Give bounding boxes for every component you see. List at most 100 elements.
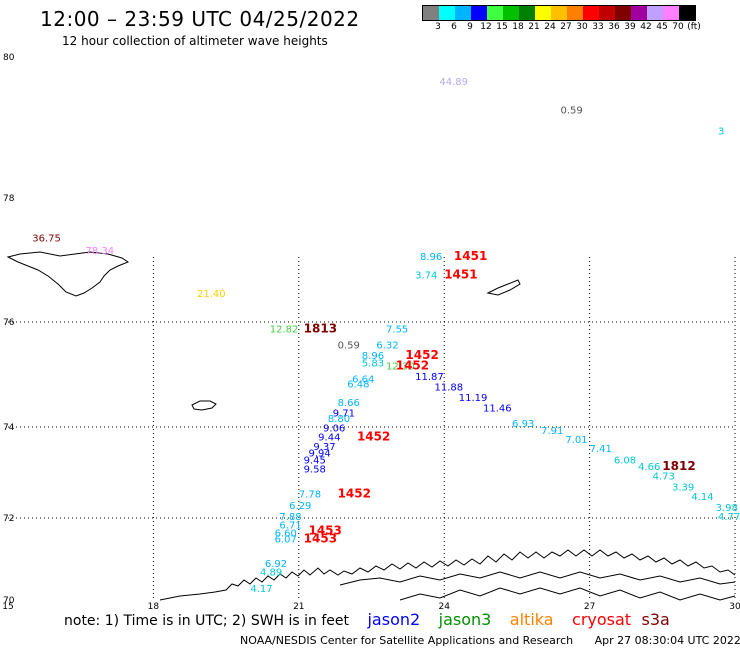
- lat-lon-grid: 15 18 21 24 27 30 80 78 76 74 72 70: [2, 53, 740, 612]
- satellite-cryosat: cryosat: [572, 610, 632, 629]
- color-scale-legend: [422, 5, 696, 21]
- wave-height-label: 1452: [396, 358, 429, 372]
- wave-height-label: 9.06: [323, 424, 345, 435]
- legend-label: (ft): [687, 22, 701, 32]
- wave-height-label: 8.96: [362, 351, 384, 362]
- wave-height-label: 1453: [304, 532, 337, 546]
- lat-label: 74: [3, 423, 15, 433]
- wave-height-label: 6.60: [275, 528, 297, 539]
- lon-label: 27: [584, 602, 595, 612]
- note-row: note: 1) Time is in UTC; 2) SWH is in fe…: [64, 610, 670, 629]
- wave-height-label: 36.75: [32, 233, 61, 244]
- wave-height-label: 4.77: [718, 512, 740, 523]
- legend-swatch: [679, 6, 695, 20]
- wave-height-label: 1452: [405, 348, 438, 362]
- wave-height-label: 6.07: [275, 535, 297, 546]
- norway-coast: [159, 549, 736, 601]
- wave-height-label: 1812: [662, 459, 695, 473]
- wave-height-label: 4.73: [653, 471, 675, 482]
- wave-height-label: 11.19: [459, 393, 488, 404]
- wave-height-label: 12.30: [386, 361, 415, 372]
- lon-label: 30: [729, 602, 740, 612]
- legend-swatch: [471, 6, 487, 20]
- wave-height-label: 4.66: [638, 462, 660, 473]
- wave-height-label: 1813: [304, 322, 337, 336]
- wave-height-label: 9.45: [304, 455, 326, 466]
- wave-height-label: 6.92: [265, 559, 287, 570]
- wave-height-label: 3.39: [672, 483, 694, 494]
- wave-height-label: 6.08: [614, 455, 636, 466]
- map-title: 12:00 – 23:59 UTC 04/25/2022: [40, 7, 360, 31]
- satellite-s3a: s3a: [641, 610, 670, 629]
- wave-height-label: 11.87: [415, 372, 444, 383]
- satellite-jason2: jason2: [367, 610, 421, 629]
- wave-height-label: 8.80: [328, 414, 350, 425]
- legend-label: 30: [576, 22, 588, 32]
- lon-label: 15: [2, 602, 13, 612]
- legend-label: 36: [608, 22, 620, 32]
- wave-height-label: 1452: [357, 430, 390, 444]
- legend-label: 27: [560, 22, 572, 32]
- lat-label: 72: [3, 514, 14, 524]
- wave-height-label: 11.46: [483, 403, 512, 414]
- legend-swatch: [631, 6, 647, 20]
- norway-coast-3: [399, 587, 736, 601]
- legend-swatch: [599, 6, 615, 20]
- wave-height-label: 1453: [308, 523, 341, 537]
- lat-label: 76: [3, 318, 15, 328]
- legend-swatch: [519, 6, 535, 20]
- lat-label: 78: [3, 194, 15, 204]
- wave-height-label: 9.44: [318, 433, 340, 444]
- legend-label: 12: [480, 22, 492, 32]
- wave-height-label: 6.64: [352, 374, 374, 385]
- legend-swatch: [535, 6, 551, 20]
- wave-height-label: 78.34: [86, 246, 115, 257]
- wave-height-label: 5.83: [362, 359, 384, 370]
- kong-karls-land: [486, 279, 521, 296]
- wave-height-label: 6.93: [512, 419, 534, 430]
- wave-height-label: 0.59: [561, 105, 583, 116]
- wave-height-label: 3: [718, 127, 724, 138]
- lon-label: 24: [438, 602, 450, 612]
- wave-height-label: 7.01: [565, 435, 587, 446]
- wave-height-label: 21.40: [197, 289, 226, 300]
- legend-swatch: [487, 6, 503, 20]
- lat-label: 80: [3, 53, 15, 63]
- wave-height-label: 7.78: [299, 490, 321, 501]
- wave-height-label: 11.88: [435, 382, 464, 393]
- wave-height-label: 4.14: [691, 492, 713, 503]
- bear-island: [191, 400, 217, 411]
- wave-height-label: 3.98: [716, 503, 738, 514]
- wave-height-label: 9.94: [308, 449, 330, 460]
- legend-swatch: [567, 6, 583, 20]
- wave-height-label: 12.82: [270, 325, 299, 336]
- footer-org: NOAA/NESDIS Center for Satellite Applica…: [240, 634, 574, 647]
- satellite-altika: altika: [509, 610, 554, 629]
- legend-swatch: [423, 6, 439, 20]
- lon-label: 21: [293, 602, 304, 612]
- wave-height-label: 6.71: [279, 520, 301, 531]
- wave-height-label: 7.88: [279, 512, 301, 523]
- footer: NOAA/NESDIS Center for Satellite Applica…: [240, 634, 740, 647]
- legend-swatch: [647, 6, 663, 20]
- legend-swatch: [503, 6, 519, 20]
- wave-height-label: 6.48: [347, 380, 369, 391]
- wave-height-label: 7.55: [386, 325, 408, 336]
- legend-label: 42: [640, 22, 652, 32]
- norway-coast-2: [339, 571, 736, 586]
- legend-label: 21: [528, 22, 540, 32]
- wave-height-label: 3.74: [415, 271, 437, 282]
- wave-height-label: 1451: [454, 249, 487, 263]
- legend-label: 45: [656, 22, 668, 32]
- wave-height-label: 9.37: [313, 442, 335, 453]
- wave-height-label: 1452: [338, 487, 371, 501]
- wave-height-label: 6.29: [289, 501, 311, 512]
- wave-height-label: 9.58: [304, 465, 326, 476]
- legend-label: 39: [624, 22, 636, 32]
- wave-height-label: 8.96: [420, 252, 442, 263]
- wave-height-label: 4.17: [250, 584, 272, 595]
- legend-swatch: [551, 6, 567, 20]
- legend-label: 18: [512, 22, 524, 32]
